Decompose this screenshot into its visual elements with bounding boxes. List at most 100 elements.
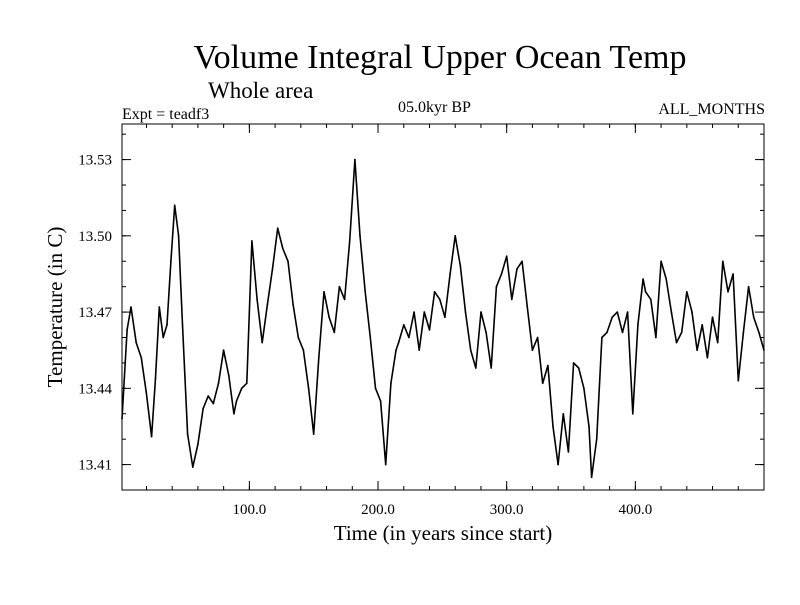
- data-point: [266, 303, 269, 306]
- data-point: [650, 298, 652, 301]
- data-point: [397, 341, 400, 344]
- data-point: [485, 331, 487, 334]
- data-point: [567, 451, 570, 453]
- data-point: [297, 336, 300, 339]
- data-point: [217, 382, 220, 385]
- data-point: [276, 227, 279, 229]
- data-point: [495, 285, 498, 288]
- data-point: [557, 463, 559, 466]
- data-point: [439, 298, 441, 301]
- data-point: [616, 311, 619, 313]
- y-tick-label: 13.47: [78, 305, 112, 321]
- data-point: [716, 341, 719, 344]
- data-point: [675, 341, 678, 344]
- data-point: [235, 400, 238, 402]
- data-point: [670, 311, 673, 313]
- data-point: [642, 278, 644, 280]
- data-point: [323, 291, 325, 293]
- data-point: [282, 247, 284, 250]
- data-point: [747, 285, 750, 288]
- plot-frame: [121, 123, 765, 491]
- data-point: [287, 260, 289, 263]
- data-point: [469, 349, 472, 352]
- data-point: [475, 367, 477, 369]
- experiment-label: Expt = teadf3: [122, 106, 209, 123]
- data-point: [384, 463, 387, 466]
- data-point: [202, 407, 204, 410]
- data-point: [691, 311, 693, 313]
- data-point: [531, 349, 534, 352]
- data-point: [181, 324, 184, 326]
- data-point: [680, 331, 683, 334]
- data-point: [526, 306, 529, 308]
- months-label: ALL_MONTHS: [658, 101, 765, 118]
- x-axis-label: Time (in years since start): [334, 521, 553, 545]
- period-label: 05.0kyr BP: [398, 99, 471, 116]
- data-point: [207, 395, 209, 397]
- data-point: [428, 329, 431, 331]
- data-point: [541, 382, 544, 385]
- data-point: [742, 331, 745, 334]
- data-point: [660, 260, 662, 263]
- data-point: [145, 392, 148, 395]
- series-line: [121, 158, 765, 479]
- data-point: [369, 336, 372, 339]
- data-point: [408, 336, 410, 339]
- data-point: [126, 329, 128, 331]
- data-point: [732, 273, 734, 275]
- data-point: [173, 204, 176, 207]
- data-point: [261, 341, 264, 344]
- data-point: [154, 377, 157, 380]
- data-point: [379, 400, 382, 402]
- data-point: [359, 235, 361, 237]
- data-point: [547, 364, 549, 367]
- data-point: [480, 311, 482, 313]
- data-point: [562, 413, 565, 415]
- data-point: [121, 418, 123, 420]
- data-point: [511, 298, 513, 301]
- data-point: [637, 324, 639, 326]
- data-point: [390, 382, 392, 385]
- data-point: [271, 268, 274, 270]
- data-point: [186, 433, 189, 435]
- x-tick-label: 400.0: [618, 502, 652, 518]
- data-point: [150, 435, 153, 438]
- data-point: [374, 387, 377, 390]
- data-point: [423, 311, 426, 313]
- data-point: [500, 273, 503, 275]
- data-point: [665, 278, 667, 280]
- chart-title: Volume Integral Upper Ocean Temp: [194, 39, 687, 76]
- data-point: [170, 260, 172, 263]
- data-point: [583, 387, 585, 390]
- data-point: [328, 316, 330, 319]
- data-point: [256, 298, 258, 301]
- data-point: [192, 466, 194, 468]
- x-tick-label: 200.0: [361, 502, 395, 518]
- data-point: [348, 240, 351, 242]
- data-point: [552, 425, 554, 428]
- data-point: [611, 316, 613, 319]
- y-axis-label: Temperature (in C): [43, 227, 67, 388]
- data-point: [302, 349, 305, 352]
- data-point: [395, 349, 397, 352]
- data-point: [758, 331, 760, 334]
- data-point: [727, 291, 729, 293]
- data-point: [197, 443, 199, 446]
- data-point: [536, 336, 539, 339]
- data-point: [338, 285, 341, 288]
- data-point: [521, 260, 523, 263]
- data-point: [251, 240, 253, 242]
- data-point: [621, 331, 624, 334]
- y-tick-label: 13.41: [78, 458, 112, 474]
- data-point: [140, 357, 143, 359]
- data-point: [444, 316, 446, 319]
- x-tick-label: 300.0: [490, 502, 524, 518]
- data-point: [590, 476, 593, 479]
- data-point: [490, 367, 493, 369]
- y-tick-label: 13.50: [78, 229, 112, 245]
- data-point: [364, 291, 367, 293]
- data-point: [572, 362, 575, 364]
- data-point: [228, 374, 230, 377]
- data-point: [343, 298, 346, 301]
- data-point: [433, 291, 436, 293]
